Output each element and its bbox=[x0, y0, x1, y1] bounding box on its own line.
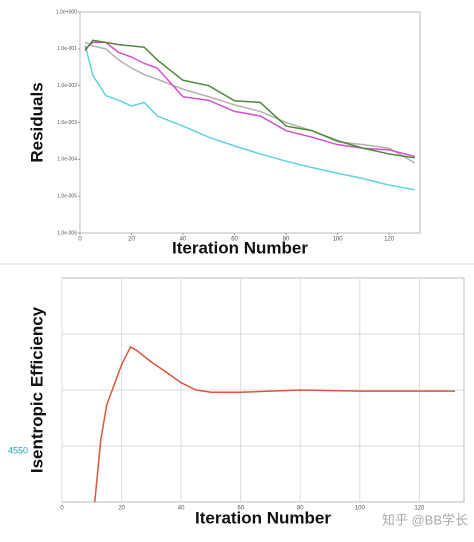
x-tick-label: 100 bbox=[355, 506, 366, 512]
y-tick-label: 1.0e-002 bbox=[57, 83, 77, 89]
y-tick-label: 1.0e-006 bbox=[57, 230, 77, 236]
y-tick-label: 1.0e-005 bbox=[57, 193, 77, 199]
x-tick-label: 120 bbox=[384, 237, 395, 243]
x-tick-label: 60 bbox=[231, 237, 238, 243]
annotation: 4550 bbox=[8, 445, 28, 455]
y-tick-label: 1.0e-003 bbox=[57, 120, 77, 126]
x-axis-title: Iteration Number bbox=[172, 238, 308, 257]
x-tick-label: 80 bbox=[283, 237, 290, 243]
y-tick-label: 1.0e-004 bbox=[57, 157, 77, 163]
x-tick-label: 120 bbox=[414, 506, 425, 512]
series-line bbox=[94, 345, 456, 503]
x-tick-label: 20 bbox=[118, 506, 125, 512]
x-tick-label: 0 bbox=[60, 506, 64, 512]
x-axis-title: Iteration Number bbox=[195, 508, 331, 527]
y-tick-label: 1.0e+000 bbox=[56, 9, 77, 15]
x-tick-label: 40 bbox=[180, 237, 187, 243]
watermark: 知乎 @BB学长 bbox=[382, 512, 468, 527]
x-tick-label: 40 bbox=[178, 506, 185, 512]
x-tick-label: 100 bbox=[333, 237, 344, 243]
x-tick-label: 80 bbox=[297, 506, 304, 512]
y-axis-title: Isentropic Efficiency bbox=[27, 306, 46, 473]
y-axis-title: Residuals bbox=[27, 82, 46, 162]
y-tick-label: 1.0e-001 bbox=[57, 46, 77, 52]
x-tick-label: 20 bbox=[128, 237, 135, 243]
series-line bbox=[84, 41, 416, 158]
series-line bbox=[84, 39, 415, 159]
series-line bbox=[84, 44, 415, 191]
x-tick-label: 60 bbox=[237, 506, 244, 512]
x-tick-label: 0 bbox=[78, 237, 82, 243]
